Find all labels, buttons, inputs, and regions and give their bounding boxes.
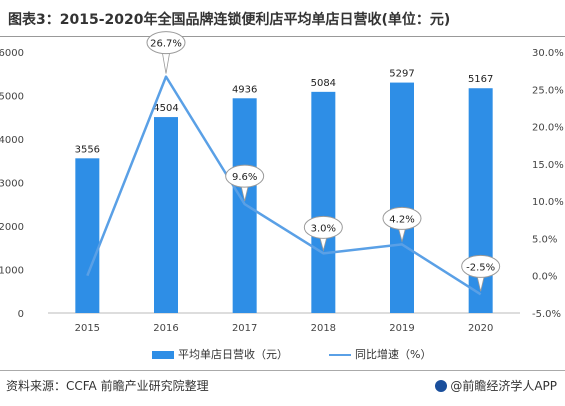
growth-line [86,75,482,296]
growth-value-label: 26.7% [150,39,182,50]
right-axis-tick-label: -5.0% [532,309,561,320]
left-axis-tick-label: 3000 [0,179,24,190]
legend: 平均单店日营收（元） 同比增速（%） [152,346,431,362]
right-axis-tick-label: 0.0% [532,272,557,283]
left-axis-tick-label: 6000 [0,48,24,59]
bar-value-label: 5297 [389,69,414,80]
legend-bar-swatch [152,351,174,359]
growth-callout-bubble [382,206,422,230]
legend-line-label: 同比增速（%） [355,348,432,361]
right-axis-tick-label: 25.0% [532,85,564,96]
bar-value-label: 5167 [468,74,493,85]
left-axis-tick-label: 2000 [0,222,24,233]
x-axis-category-label: 2015 [75,323,100,334]
right-axis-tick-label: 30.0% [532,48,564,59]
brand-logo-icon [435,380,448,392]
right-axis-tick-label: 10.0% [532,197,564,208]
brand-text: @前瞻经济学人APP [450,379,557,393]
x-axis-category-label: 2018 [311,323,336,334]
growth-value-label: 9.6% [232,172,257,183]
bar-series [75,82,493,314]
left-axis: 0 1000 2000 3000 4000 5000 6000 [0,48,24,320]
growth-value-label: -2.5% [466,262,495,273]
legend-line-swatch [329,354,351,356]
growth-line-series: 26.7% 9.6% 3.0% 4.2% -2.5% [86,31,501,296]
x-axis-category-label: 2019 [389,323,414,334]
growth-callout-bubble [225,164,265,188]
right-axis: -5.0% 0.0% 5.0% 10.0% 15.0% 20.0% 25.0% 30.0% [532,48,564,320]
growth-callout-bubble [461,254,501,278]
right-axis-tick-label: 5.0% [532,234,557,245]
bar-value-label: 3556 [75,144,100,155]
left-axis-tick-label: 5000 [0,92,24,103]
brand-credit: @前瞻经济学人APP [435,377,557,394]
left-axis-tick-label: 4000 [0,135,24,146]
left-axis-tick-label: 1000 [0,266,24,277]
legend-bar-label: 平均单店日营收（元） [178,348,288,361]
right-axis-tick-label: 15.0% [532,160,564,171]
right-axis-tick-label: 20.0% [532,123,564,134]
bar [75,158,100,313]
bar [232,98,257,313]
growth-value-label: 3.0% [311,223,336,234]
bar [311,91,336,313]
bar [154,117,178,314]
bar-value-label: 5084 [311,78,336,89]
chart-title: 图表3：2015-2020年全国品牌连锁便利店平均单店日营收(单位：元) [8,12,451,28]
source-note: 资料来源：CCFA 前瞻产业研究院整理 [6,379,209,393]
title-divider [0,36,565,37]
x-axis-category-label: 2016 [153,323,178,334]
bar-value-labels: 3556 4504 4936 5084 5297 5167 [75,69,494,156]
x-axis-category-label: 2017 [232,323,257,334]
growth-callout-bubble [146,31,186,55]
growth-callout-bubble [303,215,343,239]
x-axis-categories: 2015 2016 2017 2018 2019 2020 [75,323,494,334]
x-axis-category-label: 2020 [468,323,493,334]
left-axis-tick-label: 0 [18,309,24,320]
footer-divider [0,370,565,371]
bar-value-label: 4936 [232,84,257,95]
bar-value-label: 4504 [153,103,178,114]
growth-value-label: 4.2% [389,214,414,225]
bar [390,82,414,313]
